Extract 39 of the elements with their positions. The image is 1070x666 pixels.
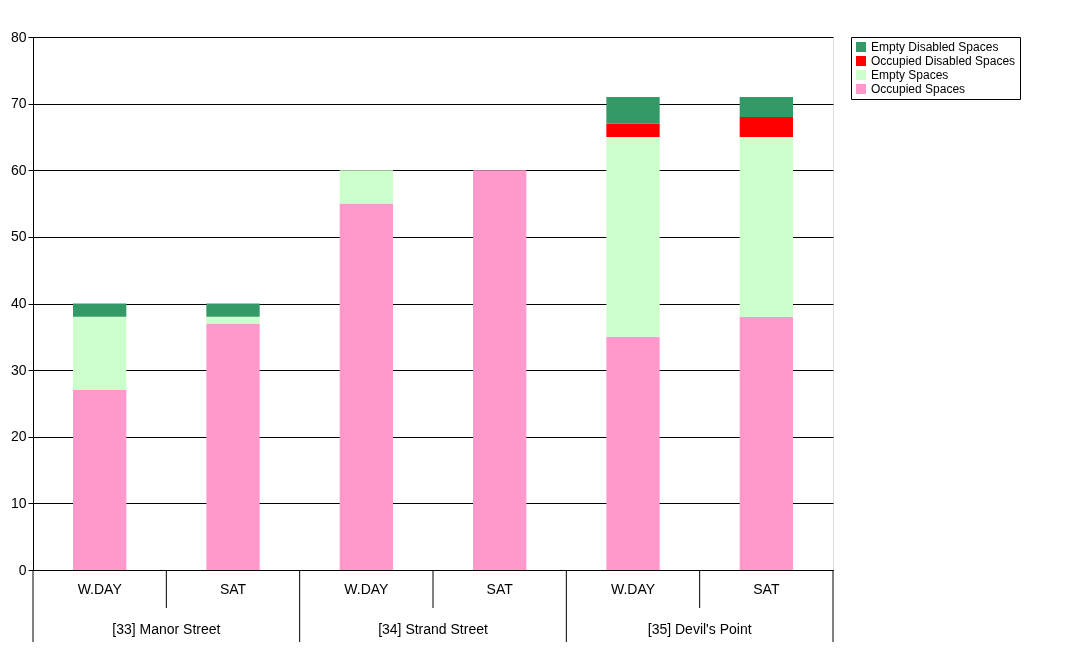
bar bbox=[606, 336, 660, 570]
y-tick-label: 10 bbox=[10, 494, 27, 511]
bar bbox=[739, 136, 793, 317]
legend-label: Empty Disabled Spaces bbox=[871, 40, 999, 54]
x-tick-label: W.DAY bbox=[610, 580, 656, 597]
y-tick-label: 70 bbox=[10, 95, 27, 112]
x-tick-label: W.DAY bbox=[344, 580, 390, 597]
bar bbox=[73, 303, 127, 317]
bar bbox=[206, 323, 260, 570]
text: [35] Devil's Point bbox=[647, 621, 752, 637]
bar bbox=[73, 316, 127, 391]
bar bbox=[206, 316, 260, 324]
legend-label: Occupied Spaces bbox=[871, 82, 966, 96]
text: [33] Manor Street bbox=[112, 621, 221, 637]
y-tick-label: 30 bbox=[10, 361, 27, 378]
bar bbox=[339, 203, 393, 570]
y-tick-label: 80 bbox=[10, 28, 27, 45]
x-tick-label: W.DAY bbox=[77, 580, 123, 597]
bar bbox=[73, 390, 127, 570]
x-tick-label: SAT bbox=[753, 580, 780, 597]
y-tick-label: 60 bbox=[10, 161, 27, 178]
y-tick-label: 0 bbox=[18, 561, 27, 578]
bar bbox=[473, 170, 527, 570]
bar bbox=[339, 170, 393, 204]
bar bbox=[606, 123, 660, 137]
bar bbox=[739, 116, 793, 137]
bar bbox=[739, 316, 793, 570]
x-tick-label: SAT bbox=[486, 580, 514, 597]
bar bbox=[606, 136, 660, 337]
x-tick-label: SAT bbox=[219, 580, 247, 597]
y-tick-label: 20 bbox=[10, 428, 27, 445]
bar bbox=[739, 96, 793, 117]
text: [34] Strand Street bbox=[378, 621, 488, 637]
legend-label: Occupied Disabled Spaces bbox=[871, 54, 1016, 68]
bar bbox=[606, 96, 660, 124]
bar bbox=[206, 303, 260, 317]
legend-label: Empty Spaces bbox=[871, 68, 949, 82]
y-tick-label: 50 bbox=[10, 228, 27, 245]
y-tick-label: 40 bbox=[10, 295, 27, 311]
